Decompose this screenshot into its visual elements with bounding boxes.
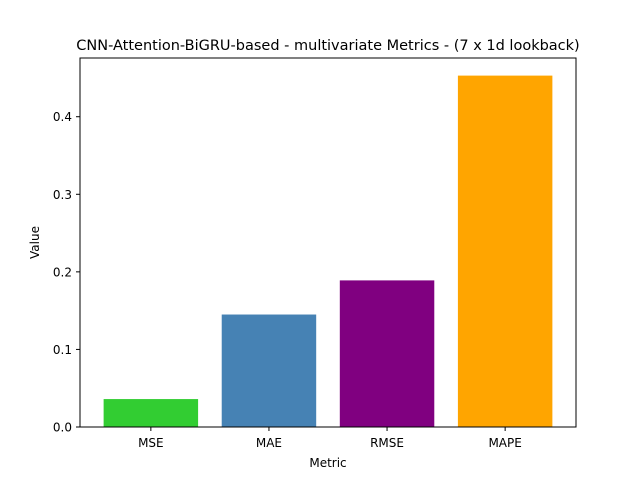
- chart-title: CNN-Attention-BiGRU-based - multivariate…: [76, 38, 579, 54]
- x-tick-label: MAPE: [488, 436, 521, 450]
- y-tick-label: 0.0: [53, 421, 72, 435]
- x-tick-label: RMSE: [370, 436, 404, 450]
- y-tick-label: 0.1: [53, 343, 72, 357]
- x-tick-label: MAE: [256, 436, 282, 450]
- y-tick-label: 0.3: [53, 188, 72, 202]
- plot-area-frame: [79, 57, 577, 428]
- x-axis-ticks: MSE MAE RMSE MAPE: [138, 427, 522, 450]
- y-tick-label: 0.4: [53, 110, 72, 124]
- x-tick-label: MSE: [138, 436, 164, 450]
- bar-rmse: [339, 280, 435, 427]
- bar-mae: [221, 314, 317, 427]
- bar-mse: [103, 399, 199, 427]
- bars-group: [103, 75, 553, 427]
- y-axis-ticks: 0.0 0.1 0.2 0.3 0.4: [53, 110, 80, 435]
- y-axis-label: Value: [28, 226, 42, 259]
- y-tick-label: 0.2: [53, 265, 72, 279]
- bar-mape: [457, 75, 553, 427]
- x-axis-label: Metric: [309, 456, 346, 470]
